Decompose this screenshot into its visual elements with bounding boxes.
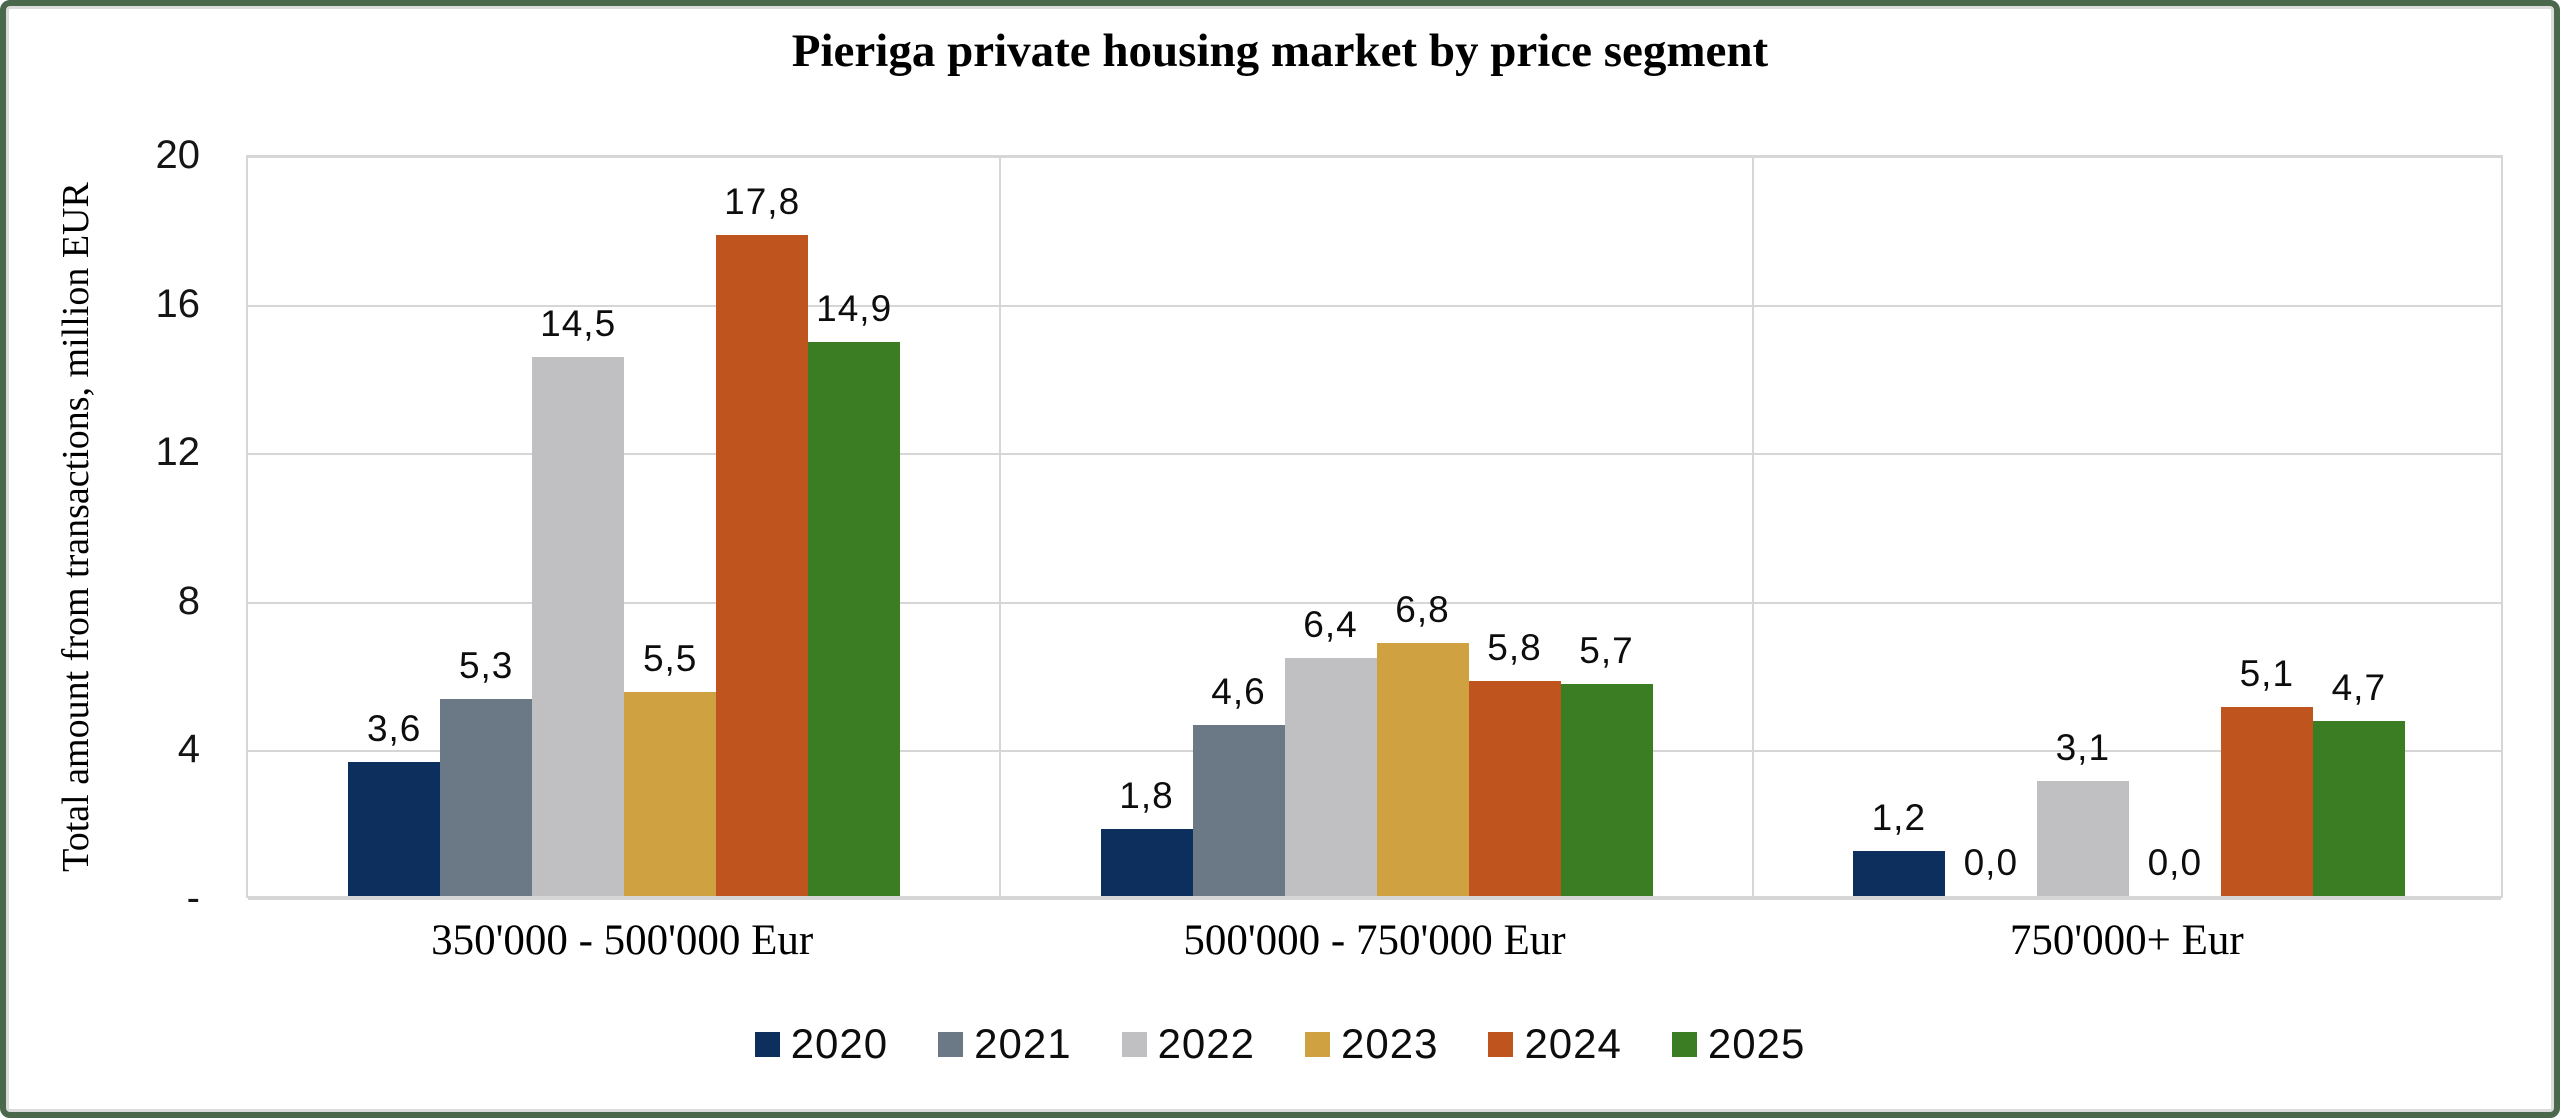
legend-item-2022: 2022	[1121, 1020, 1255, 1068]
legend-swatch-2021	[938, 1031, 964, 1057]
x-category-label-3: 750'000+ Eur	[2009, 917, 2244, 964]
bar-2020-cat2	[1100, 829, 1193, 896]
legend-swatch-2024	[1488, 1031, 1514, 1057]
x-category-label-2: 500'000 - 750'000 Eur	[1183, 917, 1566, 964]
y-tick-label-20: 20	[155, 133, 201, 177]
data-label-2021-cat2: 4,6	[1211, 671, 1266, 713]
bar-2025-cat1	[808, 342, 901, 896]
data-label-2022-cat2: 6,4	[1303, 604, 1358, 646]
legend-swatch-2025	[1671, 1031, 1697, 1057]
data-label-2025-cat3: 4,7	[2331, 667, 2387, 709]
data-label-2024-cat3: 5,1	[2239, 652, 2295, 694]
bar-2025-cat2	[1560, 684, 1653, 896]
gridline-y-20	[248, 156, 2501, 158]
bar-2022-cat3	[2036, 780, 2129, 896]
gridline-y-0	[248, 898, 2501, 900]
gridline-y-16	[248, 304, 2501, 307]
legend-item-2023: 2023	[1305, 1020, 1438, 1068]
data-label-2022-cat1: 14,5	[540, 303, 617, 345]
data-label-2025-cat2: 5,7	[1579, 630, 1634, 672]
legend-item-2025: 2025	[1671, 1020, 1806, 1068]
data-label-2020-cat2: 1,8	[1119, 775, 1174, 817]
data-label-2020-cat1: 3,6	[366, 708, 422, 750]
plot-area: 3,6 5,3 14,5 5,5 17,8 14,9 1,8 4,6 6,4 6,8 5,8 5,7 1…	[246, 155, 2503, 900]
legend-label-2022: 2022	[1157, 1020, 1255, 1067]
data-label-2023-cat1: 5,5	[642, 637, 698, 679]
gridline-y-8	[248, 601, 2501, 604]
bar-2021-cat2	[1192, 725, 1285, 896]
data-label-2024-cat1: 17,8	[724, 180, 801, 222]
gridline-y-12	[248, 453, 2501, 456]
data-label-2020-cat3: 1,2	[1871, 797, 1927, 839]
legend-swatch-2023	[1305, 1031, 1330, 1057]
legend-label-2024: 2024	[1524, 1020, 1622, 1067]
y-tick-label-4: 4	[177, 727, 200, 772]
y-tick-label-12: 12	[155, 430, 201, 475]
bar-2023-cat1	[624, 691, 717, 896]
gridline-panel-separator	[999, 157, 1002, 896]
legend-label-2025: 2025	[1707, 1020, 1806, 1067]
bar-2024-cat2	[1468, 680, 1561, 896]
bar-2024-cat1	[716, 234, 809, 896]
y-tick-label-8: 8	[177, 578, 200, 623]
legend-label-2020: 2020	[790, 1020, 889, 1067]
bar-2022-cat2	[1284, 658, 1377, 896]
legend-swatch-2022	[1121, 1031, 1147, 1057]
legend-item-2024: 2024	[1488, 1020, 1621, 1068]
legend-swatch-2020	[754, 1031, 780, 1057]
x-category-label-1: 350'000 - 500'000 Eur	[431, 917, 814, 964]
data-label-2021-cat3: 0,0	[1963, 842, 2019, 883]
data-label-2022-cat3: 3,1	[2055, 726, 2111, 768]
legend-item-2021: 2021	[938, 1020, 1071, 1068]
gridline-panel-separator	[1751, 157, 1754, 896]
bar-2024-cat3	[2220, 706, 2313, 896]
data-label-2025-cat1: 14,9	[816, 288, 893, 330]
bar-2025-cat3	[2312, 721, 2405, 896]
y-tick-label-16: 16	[155, 281, 201, 326]
y-tick-label--: -	[186, 876, 200, 920]
data-label-2023-cat2: 6,8	[1395, 589, 1450, 631]
chart-title: Pieriga private housing market by price …	[791, 25, 1769, 77]
data-label-2023-cat3: 0,0	[2147, 842, 2203, 883]
bar-2023-cat2	[1376, 643, 1469, 896]
data-label-2021-cat1: 5,3	[458, 645, 514, 687]
bar-2021-cat1	[440, 699, 533, 896]
legend-item-2020: 2020	[754, 1020, 889, 1068]
legend-label-2021: 2021	[974, 1020, 1072, 1067]
data-label-2024-cat2: 5,8	[1487, 626, 1542, 668]
bar-2020-cat1	[348, 762, 441, 896]
legend-label-2023: 2023	[1341, 1020, 1439, 1067]
bar-2022-cat1	[532, 357, 625, 896]
legend: 2020 2021 2022 2023 2024 2025	[0, 1014, 2560, 1074]
bar-2020-cat3	[1852, 851, 1945, 896]
